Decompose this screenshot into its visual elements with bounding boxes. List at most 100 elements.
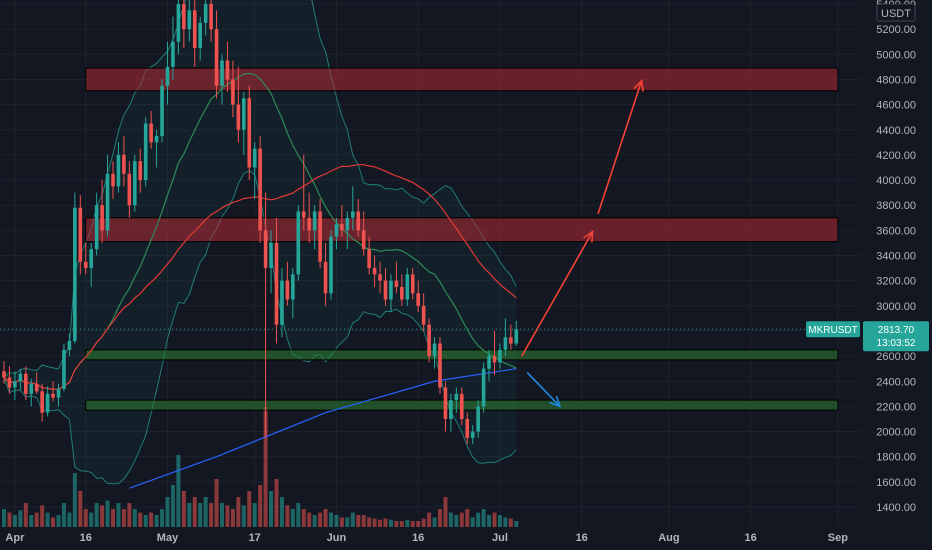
resistance-zone-lower[interactable] [85,217,839,243]
candle [231,60,235,118]
volume-bar [427,512,432,527]
arrow-head [549,395,562,408]
price-tick-label: 3800.00 [876,200,916,212]
volume-bar [301,509,306,527]
price-tick-label: 2000.00 [876,427,916,439]
volume-bar [345,517,350,527]
symbol-tag: MKRUSDT [806,321,860,338]
volume-bar [72,473,77,527]
volume-bar [465,509,470,527]
candle [465,412,470,445]
volume-bar [121,509,126,527]
price-tick-label: 2200.00 [876,401,916,413]
candle [258,136,262,243]
volume-bar [296,503,301,527]
candle [312,205,317,250]
svg-text:USDT: USDT [881,8,911,20]
quote-unit-label[interactable]: USDT [876,3,916,22]
candle [51,381,55,402]
volume-bar [443,497,448,527]
candle [242,92,246,155]
volume-bar [470,517,475,527]
price-axis[interactable]: 1400.00 1600.00 1800.00 2000.00 2200.00 2400.… [860,0,932,550]
date-tick-label: 17 [249,532,261,544]
candle [291,268,295,319]
candle [410,268,415,300]
projection-arrow-down[interactable] [526,371,562,408]
candle [405,268,410,306]
support-zone-upper[interactable] [85,349,839,361]
volume-bars [2,407,519,527]
candle [421,293,426,331]
volume-bar [176,455,181,527]
candle [514,320,519,347]
date-tick-label: 16 [80,532,92,544]
volume-bar [334,515,339,527]
volume-bar [165,497,170,527]
last-price-value: 2813.70 [878,325,915,336]
volume-bar [388,519,393,527]
price-tick-label: 1600.00 [876,477,916,489]
volume-bar [421,518,426,527]
projection-arrow-up-first[interactable] [521,230,594,357]
time-axis-bg [0,527,860,550]
projection-arrows[interactable] [521,78,644,408]
candle [367,236,371,275]
volume-bar [34,512,39,527]
date-tick-label: 16 [412,532,424,544]
candle [301,154,306,231]
volume-bar [279,497,284,527]
volume-bar [29,515,34,527]
candle [198,16,202,61]
volume-bar [497,515,502,527]
volume-bar [236,497,241,527]
volume-bar [61,503,66,527]
volume-bar [89,512,94,527]
candle [389,274,393,313]
price-tick-label: 4800.00 [876,74,916,86]
candle [383,268,388,306]
candle [481,362,486,413]
volume-bar [339,517,344,527]
candle [263,192,268,438]
date-tick-label: Jul [492,532,508,544]
date-tick-label: Aug [658,532,679,544]
volume-bar [40,505,45,527]
price-tick-label: 4400.00 [876,125,916,137]
candle [498,343,502,369]
candle [40,383,44,422]
volume-bar [225,505,230,527]
candle [176,0,181,55]
volume-bar [143,515,148,527]
candle [274,217,279,344]
volume-bar [170,485,175,527]
volume-bar [105,500,110,527]
volume-bar [203,497,208,527]
candle [351,186,355,231]
volume-bar [318,512,323,527]
candle [94,192,99,256]
candle [236,66,241,143]
volume-bar [503,517,508,527]
candle [78,195,83,275]
candle [340,205,344,237]
volume-bar [361,515,366,527]
volume-bar [438,509,442,527]
time-axis[interactable]: Apr 16 May 17 Jun 16 Jul 16 Aug 16 Sep [0,527,860,550]
candle [372,255,377,287]
resistance-zone-upper[interactable] [85,67,839,92]
candle [24,366,28,401]
arrow-head [583,230,594,243]
candle [432,337,437,369]
volume-bar [18,510,23,527]
candle [89,242,93,287]
projection-arrow-up-second[interactable] [597,78,644,215]
candle [454,387,459,413]
volume-bar [116,503,121,527]
price-tags: 2813.70 13:03:52 MKRUSDT [0,321,929,352]
volume-bar [192,497,197,527]
candle [470,425,475,445]
candle [67,333,72,357]
volume-bar [214,479,219,527]
